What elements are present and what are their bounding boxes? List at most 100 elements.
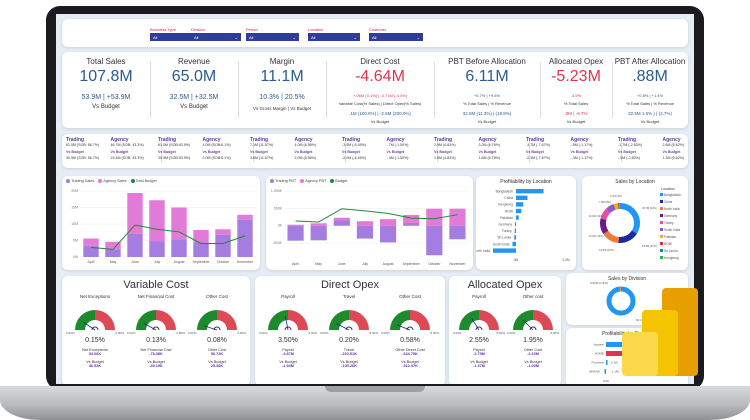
- segment-vs: Vs Budget: [478, 150, 497, 154]
- division-bar: [606, 360, 608, 365]
- segment-trading: Trading -4.7M (-7.67%) Vs Budget -2.3M (…: [526, 137, 581, 160]
- category-label: North India: [476, 249, 490, 253]
- gauge-vs-label: Vs Budget: [86, 360, 104, 364]
- kpi-sub: +5.7% | +9.6%: [473, 93, 501, 98]
- filter-value: All: [372, 35, 377, 40]
- segment-vs: Vs Budget: [202, 150, 221, 154]
- segment-budget: 30.5M (SOB: 56.7%): [66, 156, 100, 160]
- bar-agency-sales: [237, 214, 253, 220]
- legend-item[interactable]: Agency Sales: [98, 179, 127, 183]
- kpi-sub: +.06M (0.1%) | -4.71M (-4.4%): [352, 93, 408, 98]
- legend-item[interactable]: Total Budget: [130, 179, 157, 183]
- x-tick-label: April: [292, 262, 299, 266]
- segment-label: Agency: [202, 137, 221, 143]
- gauge-title: Other cost: [522, 294, 544, 299]
- segment-value: 2.6M (5.62%): [662, 143, 685, 147]
- gauge-min: 0.00%: [453, 331, 462, 335]
- x-tick-label: 2.0M: [562, 258, 570, 262]
- gauge-hub: [475, 326, 483, 331]
- kpi-allocated-opex: Allocated Opex -5.23M -4.9% % Total Sales…: [540, 52, 612, 128]
- segment-budget: 1.6M (6.78%): [478, 156, 501, 160]
- location-bar: [514, 228, 516, 233]
- divider: [344, 140, 346, 162]
- gauge-min: 0.00%: [188, 331, 197, 335]
- filter-bar: Business Type All ⌄ Division All ⌄ Period All…: [62, 19, 688, 47]
- legend-item[interactable]: Trading Sales: [66, 179, 94, 183]
- legend-swatch: [660, 193, 663, 196]
- category-label: Bangladesh: [496, 190, 514, 194]
- legend-swatch: [660, 249, 663, 252]
- bar-agency-pbt: [379, 219, 397, 226]
- gauge-vs-label: Vs Budget: [147, 360, 165, 364]
- dashboard-screen: Business Type All ⌄ Division All ⌄ Period All…: [56, 14, 694, 384]
- filter-label: Customer: [369, 27, 387, 32]
- segment-value: 3.2M (6.78%): [478, 143, 501, 147]
- segment-budget: 30.5M (SOB:93.9%): [158, 156, 191, 160]
- segment-vs: Vs Budget: [294, 150, 313, 154]
- segment-label: Agency: [294, 137, 313, 143]
- kpi-title: Direct Cost: [360, 57, 400, 66]
- gauge-amount: -78.38K: [149, 352, 163, 356]
- x-tick-label: June: [338, 262, 346, 266]
- kpi-caption: % Total Sales | % Revenue: [625, 101, 675, 106]
- gauge-green-arc: [329, 310, 349, 330]
- gauge-green-arc: [75, 310, 95, 330]
- gauge-green-arc: [136, 310, 156, 330]
- segment-value: 7.1M (11.57%): [250, 143, 274, 147]
- gauge-green-arc: [390, 310, 410, 330]
- panel-title: Allocated Opex: [467, 279, 543, 291]
- filter-value: All: [194, 35, 199, 40]
- bar-agency-pbt: [310, 223, 327, 226]
- gauge-other-cost: Other Cost 0.00% 0.80% 0.08% Other Cost 5…: [188, 294, 246, 368]
- gauge-amount-label: Other Cost: [523, 348, 543, 352]
- kpi-title: PBT After Allocation: [614, 57, 686, 66]
- legend-swatch: [660, 242, 663, 245]
- gauge-budget: -39.19K: [149, 364, 163, 368]
- legend-item[interactable]: Trading PBT: [270, 179, 296, 183]
- location-bar: [515, 222, 516, 227]
- legend-item[interactable]: Budget: [330, 179, 347, 183]
- divider: [160, 140, 162, 162]
- segment-agency: Agency -.5M (-1.17%) Vs Budget -.3M (-1.…: [571, 137, 626, 160]
- filter-period[interactable]: Period All ⌄: [246, 27, 299, 41]
- gauge-needle: [203, 325, 218, 331]
- filter-value: All: [311, 35, 316, 40]
- gauge-value: 3.50%: [278, 337, 298, 344]
- filter-customer[interactable]: Customer All ⌄: [369, 27, 423, 41]
- category-label: Hongkong: [498, 203, 513, 207]
- bar-trading-pbt: [333, 220, 350, 226]
- panel-title: Variable Cost: [123, 279, 189, 291]
- segment-vs: Vs Budget: [526, 150, 544, 154]
- divider: [238, 62, 239, 118]
- gauge-vs-label: Vs Budget: [279, 360, 297, 364]
- kpi-value: .88M: [632, 68, 668, 85]
- location-bar: [516, 215, 519, 220]
- category-label: Sri Lanka: [497, 236, 511, 240]
- kpi-sub: -4.9%: [570, 93, 582, 98]
- x-tick-label: June: [131, 260, 139, 264]
- gauge-title: Travel: [342, 294, 356, 299]
- legend-swatch: [660, 228, 663, 231]
- location-bar: [516, 202, 524, 207]
- kpi-vs: Vs Budget: [640, 119, 660, 124]
- divider: [528, 140, 530, 162]
- divider: [150, 62, 151, 118]
- gauge-max: 8.00%: [369, 331, 378, 335]
- gauge-title: Payroll: [472, 294, 486, 299]
- category-label: Footwear: [591, 361, 604, 365]
- gauge-red-arc: [479, 310, 499, 330]
- divider: [434, 62, 435, 118]
- filter-label: Period: [246, 27, 258, 32]
- legend-item[interactable]: Agency PBT: [300, 179, 326, 183]
- kpi-title: Margin: [269, 57, 295, 66]
- filter-division[interactable]: Division All ⌄: [191, 27, 241, 41]
- filter-location[interactable]: Location All ⌄: [308, 27, 360, 41]
- gauge-vs-label: Vs Budget: [401, 360, 419, 364]
- segment-budget: 2.0M (8.56%): [294, 156, 317, 160]
- chart-title: Sales by Division: [607, 276, 647, 282]
- segment-value: 2.9M (4.83%): [434, 143, 456, 147]
- gauge-amount-label: Net Exceptions: [82, 348, 108, 352]
- y-tick-label: 1,000K: [271, 189, 283, 193]
- bar-agency-pbt: [426, 208, 443, 226]
- segment-vs: Vs Budget: [250, 150, 268, 154]
